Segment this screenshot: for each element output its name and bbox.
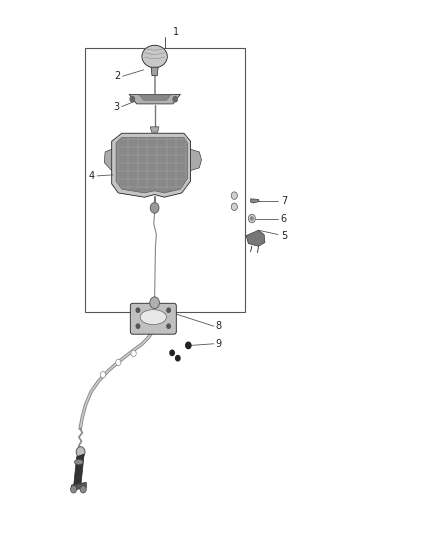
Text: 7: 7 (281, 196, 287, 206)
Polygon shape (150, 127, 159, 132)
Circle shape (167, 308, 170, 312)
Text: 6: 6 (281, 214, 287, 223)
Text: 5: 5 (281, 231, 287, 240)
Polygon shape (116, 138, 187, 193)
Bar (85, 48, 245, 312)
Ellipse shape (74, 459, 83, 465)
Circle shape (136, 308, 140, 312)
Circle shape (100, 372, 106, 378)
Text: 9: 9 (215, 339, 221, 349)
Polygon shape (104, 149, 112, 171)
Circle shape (186, 342, 191, 349)
Text: 8: 8 (215, 321, 221, 331)
Text: 2: 2 (114, 71, 120, 81)
Polygon shape (246, 230, 265, 246)
Circle shape (170, 350, 174, 356)
Ellipse shape (142, 45, 167, 68)
Circle shape (167, 324, 170, 328)
Circle shape (116, 359, 121, 366)
Circle shape (173, 96, 177, 102)
Circle shape (130, 96, 134, 102)
Circle shape (150, 297, 159, 309)
Circle shape (231, 192, 237, 199)
Circle shape (231, 203, 237, 211)
Text: 4: 4 (89, 171, 95, 181)
Circle shape (76, 447, 85, 457)
Polygon shape (129, 94, 180, 104)
Circle shape (251, 217, 253, 220)
Circle shape (150, 203, 159, 213)
Polygon shape (71, 482, 86, 490)
Circle shape (80, 486, 86, 493)
Circle shape (248, 214, 255, 223)
Circle shape (71, 486, 77, 493)
Polygon shape (112, 133, 191, 197)
Text: 3: 3 (113, 102, 119, 112)
Polygon shape (251, 199, 259, 203)
Polygon shape (191, 149, 201, 171)
Circle shape (176, 356, 180, 361)
Polygon shape (74, 454, 84, 487)
FancyBboxPatch shape (131, 303, 176, 334)
Ellipse shape (140, 310, 166, 325)
Text: 1: 1 (173, 27, 179, 37)
Polygon shape (139, 95, 171, 100)
Polygon shape (151, 67, 158, 76)
Circle shape (136, 324, 140, 328)
Circle shape (131, 350, 136, 357)
